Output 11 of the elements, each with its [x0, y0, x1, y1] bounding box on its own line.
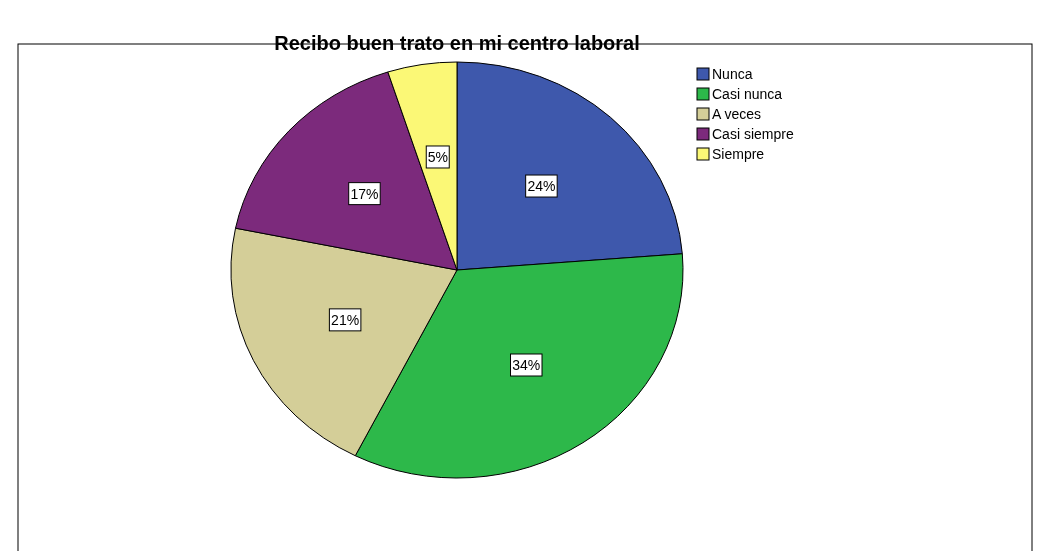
data-label: 17% — [350, 185, 379, 202]
legend-label: A veces — [712, 106, 762, 122]
data-label: 21% — [331, 311, 360, 328]
data-label: 34% — [512, 357, 541, 373]
chart-title: Recibo buen trato en mi centro laboral — [274, 32, 640, 54]
legend-label: Nunca — [712, 66, 753, 82]
data-label: 24% — [527, 178, 556, 195]
legend-label: Casi siempre — [712, 126, 794, 142]
data-label: 5% — [427, 148, 448, 165]
legend-label: Casi nunca — [712, 86, 783, 102]
legend-label: Siempre — [712, 146, 765, 162]
